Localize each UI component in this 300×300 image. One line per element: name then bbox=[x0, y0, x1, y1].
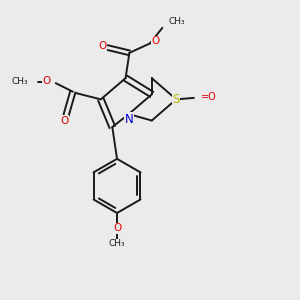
Text: CH₃: CH₃ bbox=[12, 77, 28, 86]
Text: CH₃: CH₃ bbox=[109, 239, 125, 248]
Text: O: O bbox=[61, 116, 69, 126]
Text: =O: =O bbox=[201, 92, 216, 102]
Text: CH₃: CH₃ bbox=[168, 17, 185, 26]
Text: O: O bbox=[152, 36, 160, 46]
Text: O: O bbox=[113, 223, 121, 233]
Text: O: O bbox=[43, 76, 51, 86]
Text: N: N bbox=[124, 113, 133, 126]
Text: O: O bbox=[98, 41, 106, 51]
Text: S: S bbox=[172, 93, 180, 106]
